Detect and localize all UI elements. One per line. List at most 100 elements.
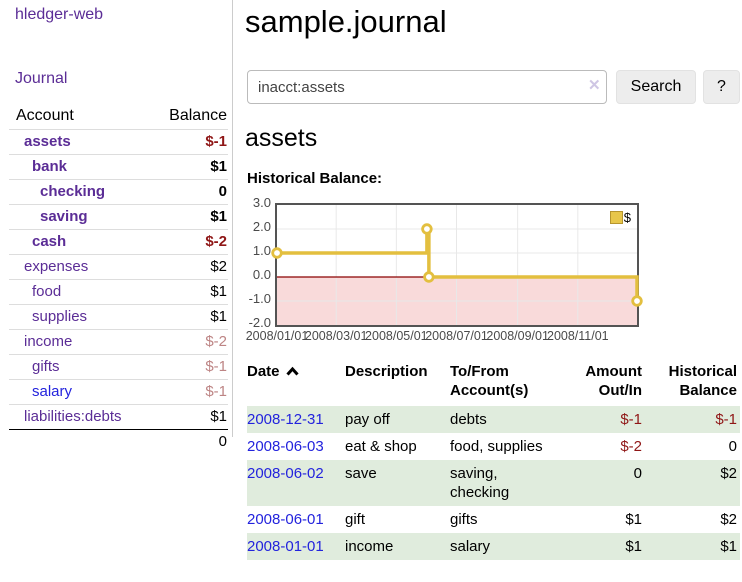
- transaction-balance: $-1: [715, 411, 737, 428]
- account-balance: $1: [210, 158, 227, 175]
- account-row: cash $-2: [9, 229, 228, 255]
- x-axis-tick-label: 2008/11/01: [546, 329, 609, 343]
- account-balance: $2: [210, 258, 227, 275]
- account-link[interactable]: checking: [40, 183, 106, 200]
- register-row: 2008-06-02 save saving, checking 0 $2: [247, 460, 740, 506]
- transaction-date-link[interactable]: 2008-01-01: [247, 538, 324, 555]
- app-title-link[interactable]: hledger-web: [15, 6, 104, 23]
- account-balance: $-2: [205, 233, 227, 250]
- transaction-accounts: gifts: [450, 511, 478, 528]
- header-balance: Historical Balance: [668, 363, 737, 399]
- account-balance: $-1: [205, 133, 227, 150]
- transaction-description: gift: [345, 511, 366, 528]
- account-row: food $1: [9, 279, 228, 305]
- transaction-date-link[interactable]: 2008-06-02: [247, 465, 324, 482]
- account-balance: $1: [210, 208, 227, 225]
- account-balance: $-1: [205, 358, 227, 375]
- account-link[interactable]: food: [32, 283, 62, 300]
- register-table: Date Description To/From Account(s) Amou…: [247, 360, 740, 560]
- x-axis-tick-label: 2008/03/01: [304, 329, 368, 343]
- transaction-date-link[interactable]: 2008-06-01: [247, 511, 324, 528]
- transaction-balance: 0: [728, 438, 737, 455]
- clear-search-icon[interactable]: ✕: [588, 77, 601, 94]
- chart-legend: $: [609, 210, 631, 225]
- sort-ascending-icon: [285, 366, 299, 376]
- register-row: 2008-06-03 eat & shop food, supplies $-2 0: [247, 433, 740, 460]
- account-link[interactable]: assets: [24, 133, 71, 150]
- account-link[interactable]: saving: [40, 208, 88, 225]
- account-balance: $1: [210, 283, 227, 300]
- account-balance: $1: [210, 408, 227, 425]
- transaction-description: income: [345, 538, 394, 555]
- search-button[interactable]: Search: [616, 70, 696, 104]
- account-column-header: Account: [16, 107, 74, 124]
- historical-balance-chart: 3.0 2.0 1.0 0.0 -1.0 -2.0 $ 2008/01/01 2008/03…: [245, 195, 675, 346]
- register-row: 2008-12-31 pay off debts $-1 $-1: [247, 406, 740, 433]
- transaction-balance: $2: [720, 465, 737, 482]
- transaction-accounts: saving, checking: [450, 465, 510, 501]
- search-input[interactable]: [247, 70, 607, 104]
- chart-title: Historical Balance:: [247, 170, 383, 187]
- account-row: liabilities:debts $1: [9, 404, 228, 430]
- transaction-date-link[interactable]: 2008-06-03: [247, 438, 324, 455]
- transaction-date-link[interactable]: 2008-12-31: [247, 411, 324, 428]
- register-row: 2008-06-01 gift gifts $1 $2: [247, 506, 740, 533]
- header-amount: Amount Out/In: [585, 363, 642, 399]
- y-axis-tick-label: -2.0: [248, 315, 271, 330]
- account-row: bank $1: [9, 154, 228, 180]
- account-balance: $1: [210, 308, 227, 325]
- y-axis-tick-label: 1.0: [252, 243, 271, 258]
- header-description: Description: [345, 363, 428, 380]
- register-header-row: Date Description To/From Account(s) Amou…: [247, 360, 740, 406]
- account-row: expenses $2: [9, 254, 228, 280]
- chart-plot-area: $: [271, 203, 643, 327]
- header-date[interactable]: Date: [247, 360, 345, 406]
- sidebar: hledger-web Journal Account Balance asse…: [0, 0, 233, 450]
- account-row: income $-2: [9, 329, 228, 355]
- transaction-balance: $1: [720, 538, 737, 555]
- y-axis-tick-label: -1.0: [248, 291, 271, 306]
- nav-journal-link[interactable]: Journal: [15, 70, 68, 87]
- account-balance: $-2: [205, 333, 227, 350]
- transaction-amount: $1: [625, 511, 642, 528]
- account-balance: $-1: [205, 383, 227, 400]
- x-axis-tick-label: 2008/01/01: [245, 329, 309, 343]
- x-axis-tick-label: 2008/05/01: [365, 329, 428, 343]
- account-row: supplies $1: [9, 304, 228, 330]
- transaction-description: eat & shop: [345, 438, 417, 455]
- transaction-amount: 0: [633, 465, 642, 482]
- account-row: gifts $-1: [9, 354, 228, 380]
- account-link[interactable]: bank: [32, 158, 68, 175]
- transaction-amount: $-2: [620, 438, 642, 455]
- accounts-total-value: 0: [218, 433, 227, 450]
- transaction-accounts: food, supplies: [450, 438, 543, 455]
- register-row: 2008-01-01 income salary $1 $1: [247, 533, 740, 560]
- accounts-total-row: 0: [9, 429, 228, 455]
- page-title: sample.journal: [245, 4, 447, 39]
- account-balance: 0: [218, 183, 227, 200]
- balance-column-header: Balance: [169, 107, 227, 124]
- help-button[interactable]: ?: [703, 70, 740, 104]
- account-row: salary $-1: [9, 379, 228, 405]
- transaction-accounts: salary: [450, 538, 491, 555]
- account-link[interactable]: gifts: [32, 358, 60, 375]
- y-axis-tick-label: 3.0: [252, 195, 271, 210]
- account-row: checking 0: [9, 179, 228, 205]
- account-link[interactable]: income: [24, 333, 73, 350]
- account-row: saving $1: [9, 204, 228, 230]
- legend-series-label: $: [623, 210, 631, 225]
- transaction-description: pay off: [345, 411, 390, 428]
- accounts-table-header: Account Balance: [9, 104, 228, 130]
- account-heading: assets: [245, 124, 318, 152]
- account-link[interactable]: cash: [32, 233, 67, 250]
- accounts-table: Account Balance assets $-1 bank $1 checking 0…: [9, 104, 228, 454]
- account-link[interactable]: supplies: [32, 308, 88, 325]
- transaction-amount: $1: [625, 538, 642, 555]
- transaction-accounts: debts: [450, 411, 487, 428]
- transaction-amount: $-1: [620, 411, 642, 428]
- transaction-balance: $2: [720, 511, 737, 528]
- account-link[interactable]: liabilities:debts: [24, 408, 122, 425]
- transaction-description: save: [345, 465, 377, 482]
- account-link[interactable]: expenses: [24, 258, 89, 275]
- account-link[interactable]: salary: [32, 383, 73, 400]
